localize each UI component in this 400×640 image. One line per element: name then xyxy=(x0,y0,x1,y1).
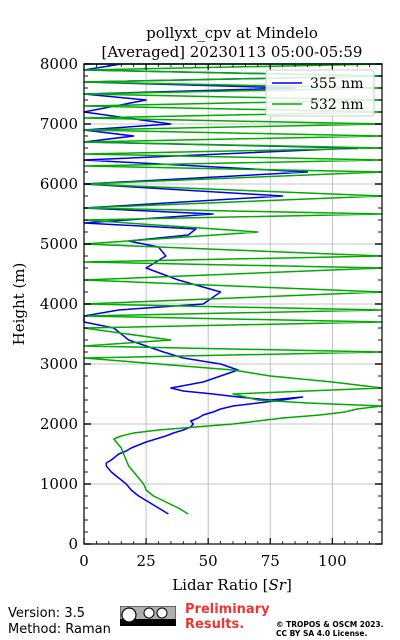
legend-label-355: 355 nm xyxy=(310,76,363,92)
copyright-line2: CC BY SA 4.0 License. xyxy=(276,629,368,638)
chart-subtitle: [Averaged] 20230113 05:00-05:59 xyxy=(102,43,363,61)
x-axis-label: Lidar Ratio [Sr] xyxy=(172,576,292,594)
legend: 355 nm 532 nm xyxy=(265,69,375,117)
legend-label-532: 532 nm xyxy=(310,97,363,113)
copyright-notice: © TROPOS & OSCM 2023. CC BY SA 4.0 Licen… xyxy=(276,620,384,638)
y-axis-label: Height (m) xyxy=(10,263,28,346)
x-tick-label: 50 xyxy=(199,552,218,570)
y-tick-label: 2000 xyxy=(40,415,78,433)
axis-ticks: 0 25 50 75 100010002000300040005000600070008… xyxy=(40,55,383,570)
cc-by-sa-logo xyxy=(120,606,176,626)
y-tick-label: 5000 xyxy=(40,235,78,253)
version-text: Version: 3.5 xyxy=(8,606,85,621)
preliminary-line2: Results. xyxy=(185,617,245,632)
series-line-1 xyxy=(83,63,383,515)
y-tick-label: 4000 xyxy=(40,295,78,313)
y-tick-label: 3000 xyxy=(40,355,78,373)
preliminary-line1: Preliminary xyxy=(185,602,270,617)
y-tick-label: 1000 xyxy=(40,475,78,493)
lidar-ratio-chart: pollyxt_cpv at Mindelo [Averaged] 202301… xyxy=(10,24,383,594)
x-tick-label: 0 xyxy=(79,552,89,570)
x-tick-label: 75 xyxy=(261,552,280,570)
y-tick-label: 8000 xyxy=(40,55,78,73)
series-group xyxy=(83,63,383,515)
copyright-line1: © TROPOS & OSCM 2023. xyxy=(276,620,384,629)
x-tick-label: 100 xyxy=(318,552,347,570)
version-info: Version: 3.5 Method: Raman xyxy=(8,606,111,638)
preliminary-notice: Preliminary Results. xyxy=(185,602,270,632)
chart-title: pollyxt_cpv at Mindelo xyxy=(146,24,318,42)
y-tick-label: 7000 xyxy=(40,115,78,133)
method-text: Method: Raman xyxy=(8,622,111,637)
y-tick-label: 6000 xyxy=(40,175,78,193)
y-tick-label: 0 xyxy=(68,535,78,553)
x-tick-label: 25 xyxy=(137,552,156,570)
